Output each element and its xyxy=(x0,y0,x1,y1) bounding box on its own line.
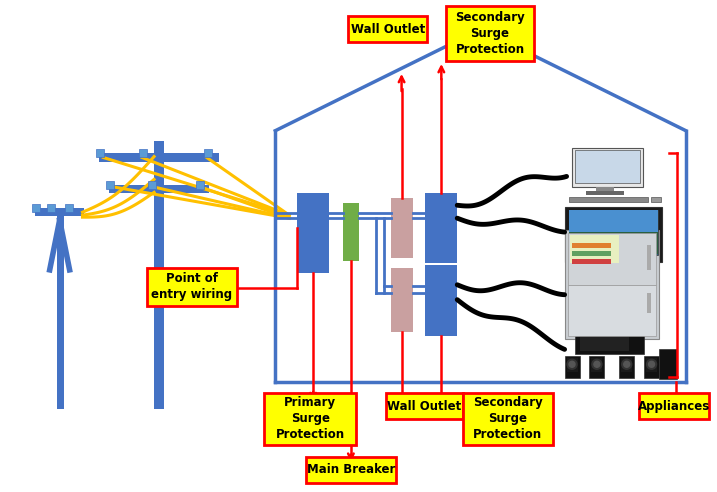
Bar xyxy=(106,182,114,189)
Text: Secondary
Surge
Protection: Secondary Surge Protection xyxy=(455,11,525,56)
Circle shape xyxy=(649,361,655,367)
Bar xyxy=(569,232,658,254)
Bar xyxy=(569,197,648,202)
Bar xyxy=(574,150,640,184)
Bar xyxy=(568,285,656,337)
Bar xyxy=(139,149,147,156)
Bar xyxy=(306,457,396,483)
Bar xyxy=(196,182,204,189)
Circle shape xyxy=(594,361,600,367)
Bar xyxy=(564,230,659,339)
Bar xyxy=(147,268,237,306)
Circle shape xyxy=(569,361,575,367)
Bar xyxy=(391,268,412,333)
Circle shape xyxy=(622,359,632,369)
Text: Wall Outlet: Wall Outlet xyxy=(351,23,424,36)
Bar xyxy=(100,153,219,161)
Bar xyxy=(651,197,661,202)
Bar xyxy=(571,259,612,264)
Bar xyxy=(597,187,614,192)
Bar xyxy=(425,193,457,263)
Text: Secondary
Surge
Protection: Secondary Surge Protection xyxy=(473,397,543,441)
Bar xyxy=(425,265,457,337)
Bar xyxy=(391,198,412,258)
Bar xyxy=(204,149,212,156)
Bar xyxy=(569,210,658,232)
Circle shape xyxy=(592,359,602,369)
Bar xyxy=(96,149,105,156)
Bar xyxy=(646,358,657,372)
Bar xyxy=(644,356,659,378)
Bar xyxy=(569,235,619,263)
Bar xyxy=(569,210,658,255)
Bar xyxy=(32,204,39,212)
Bar xyxy=(647,293,651,312)
Text: Point of
entry wiring: Point of entry wiring xyxy=(151,272,232,301)
Bar xyxy=(109,185,209,193)
Bar xyxy=(343,203,358,261)
Bar xyxy=(568,233,656,285)
Bar xyxy=(265,393,356,445)
Bar xyxy=(148,182,156,189)
Bar xyxy=(571,148,643,187)
Bar xyxy=(621,358,632,372)
Bar xyxy=(589,356,604,378)
Bar xyxy=(154,141,164,409)
Circle shape xyxy=(567,359,577,369)
Circle shape xyxy=(624,361,630,367)
Bar xyxy=(35,208,85,216)
Bar xyxy=(619,356,634,378)
Bar xyxy=(348,16,427,42)
Bar xyxy=(566,358,577,372)
Bar xyxy=(574,335,644,354)
Bar xyxy=(564,356,579,378)
Bar xyxy=(57,215,64,409)
Text: Appliances: Appliances xyxy=(638,400,710,412)
Bar xyxy=(579,338,630,351)
Bar xyxy=(587,191,625,195)
Bar xyxy=(571,251,612,256)
Bar xyxy=(65,204,72,212)
Text: Primary
Surge
Protection: Primary Surge Protection xyxy=(275,397,345,441)
Bar xyxy=(47,204,54,212)
Bar xyxy=(298,193,329,273)
Bar xyxy=(639,393,708,419)
Bar xyxy=(446,6,533,61)
Bar xyxy=(463,393,553,445)
Bar xyxy=(574,150,640,184)
Bar xyxy=(564,207,662,262)
Bar xyxy=(592,358,602,372)
Text: Wall Outlet: Wall Outlet xyxy=(387,400,462,412)
Bar xyxy=(647,245,651,270)
Bar xyxy=(659,349,677,379)
Bar xyxy=(571,243,612,248)
Circle shape xyxy=(647,359,657,369)
Bar xyxy=(386,393,463,419)
Text: Main Breaker: Main Breaker xyxy=(307,463,395,476)
Bar xyxy=(599,255,627,261)
